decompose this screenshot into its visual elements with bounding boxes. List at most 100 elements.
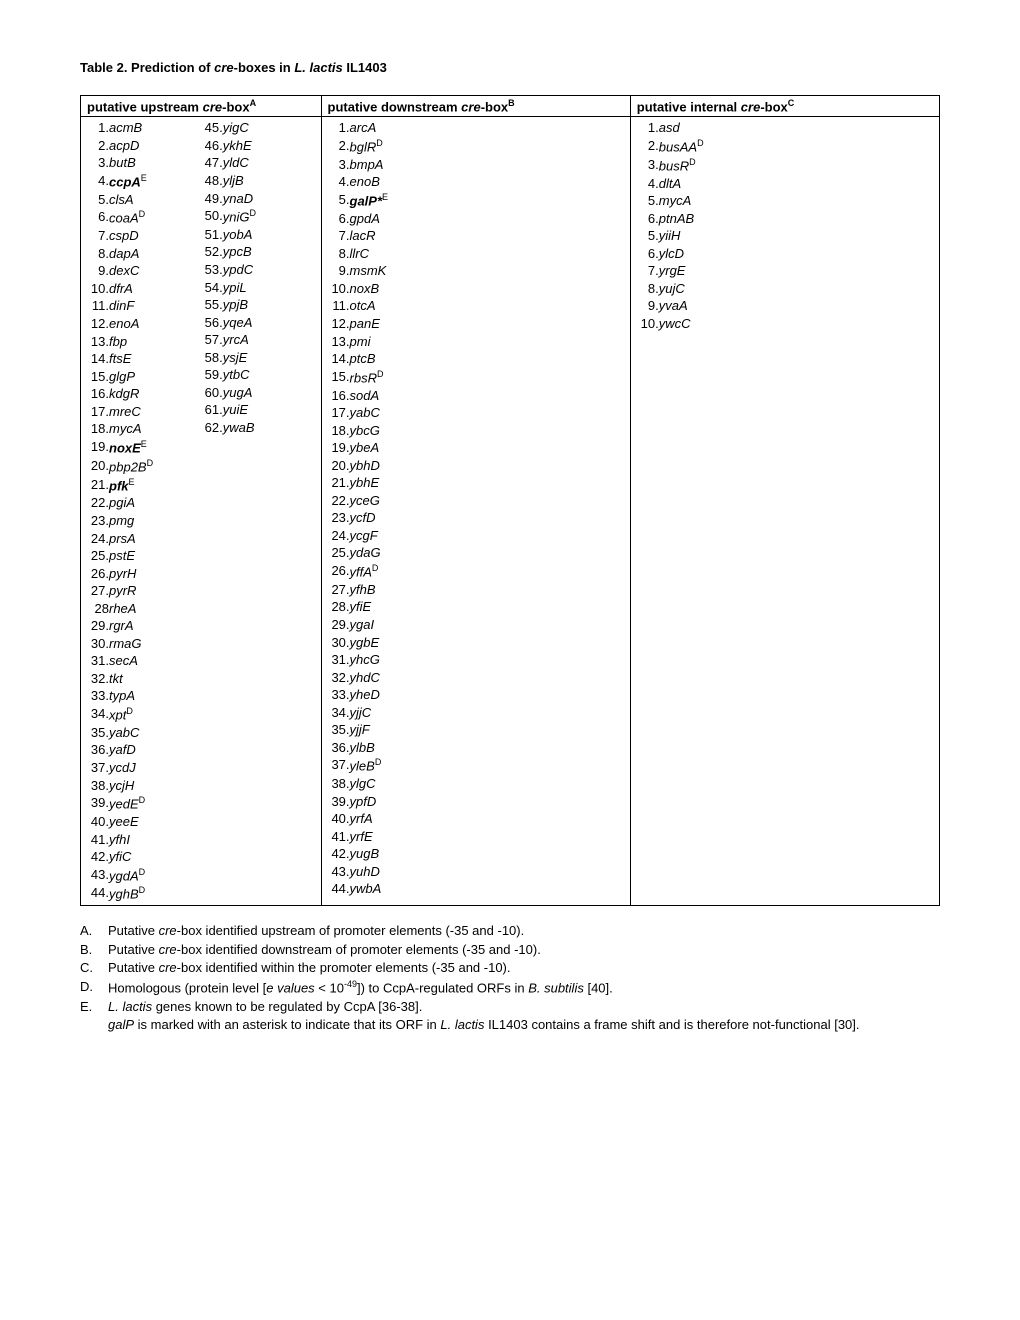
gene-row: 38.ylgC (328, 775, 624, 793)
gene-row: 46.ykhE (201, 137, 315, 155)
gene-row: 43.yuhD (328, 863, 624, 881)
gene-row: 5.mycA (637, 192, 933, 210)
gene-row: 59.ytbC (201, 366, 315, 384)
gene-row: 17.mreC (87, 403, 201, 421)
gene-row: 11.otcA (328, 297, 624, 315)
gene-row: 21.pfkE (87, 476, 201, 495)
gene-row: 21.ybhE (328, 474, 624, 492)
gene-row: 23.pmg (87, 512, 201, 530)
gene-row: 36.yafD (87, 741, 201, 759)
gene-row: 22.pgiA (87, 494, 201, 512)
gene-row: 24.ycgF (328, 527, 624, 545)
gene-row: 6.coaAD (87, 208, 201, 227)
gene-row: 47.yldC (201, 154, 315, 172)
gene-row: 16.kdgR (87, 385, 201, 403)
footnote-d: D. Homologous (protein level [e values <… (80, 978, 940, 997)
gene-row: 26.yffAD (328, 562, 624, 581)
gene-row: 61.yuiE (201, 401, 315, 419)
gene-row: 4.enoB (328, 173, 624, 191)
gene-row: 57.yrcA (201, 331, 315, 349)
gene-row: 3.butB (87, 154, 201, 172)
gene-row: 3.bmpA (328, 156, 624, 174)
gene-row: 44.yghBD (87, 884, 201, 903)
gene-row: 37.yleBD (328, 756, 624, 775)
gene-row: 45.yigC (201, 119, 315, 137)
footnote-b: B. Putative cre-box identified downstrea… (80, 941, 940, 959)
gene-row: 15.rbsRD (328, 368, 624, 387)
footnote-c: C. Putative cre-box identified within th… (80, 959, 940, 977)
gene-row: 35.yjjF (328, 721, 624, 739)
gene-row: 51.yobA (201, 226, 315, 244)
gene-row: 49.ynaD (201, 190, 315, 208)
gene-row: 33.yheD (328, 686, 624, 704)
gene-row: 20.pbp2BD (87, 457, 201, 476)
gene-row: 23.ycfD (328, 509, 624, 527)
gene-row: 30.ygbE (328, 634, 624, 652)
gene-row: 10.dfrA (87, 280, 201, 298)
gene-row: 18.ybcG (328, 422, 624, 440)
gene-row: 33.typA (87, 687, 201, 705)
gene-row: 32.tkt (87, 670, 201, 688)
gene-row: 40.yrfA (328, 810, 624, 828)
title-species: L. lactis (294, 60, 342, 75)
gene-row: 40.yeeE (87, 813, 201, 831)
gene-row: 34.xptD (87, 705, 201, 724)
gene-row: 41.yfhI (87, 831, 201, 849)
gene-row: 1.acmB (87, 119, 201, 137)
gene-row: 35.yabC (87, 724, 201, 742)
title-mid: -boxes in (234, 60, 295, 75)
gene-row: 27.yfhB (328, 581, 624, 599)
footnote-e: E. L. lactis genes known to be regulated… (80, 998, 940, 1016)
gene-row: 32.yhdC (328, 669, 624, 687)
gene-row: 26.pyrH (87, 565, 201, 583)
gene-row: 37.ycdJ (87, 759, 201, 777)
header-internal: putative internal cre-boxC (630, 96, 939, 117)
gene-row: 12.enoA (87, 315, 201, 333)
gene-row: 38.ycjH (87, 777, 201, 795)
gene-row: 28.yfiE (328, 598, 624, 616)
footnotes: A. Putative cre-box identified upstream … (80, 922, 940, 1034)
gene-row: 50.yniGD (201, 207, 315, 226)
gene-row: 9.dexC (87, 262, 201, 280)
footnote-a: A. Putative cre-box identified upstream … (80, 922, 940, 940)
gene-row: 17.yabC (328, 404, 624, 422)
gene-row: 14.ftsE (87, 350, 201, 368)
cell-upstream: 1.acmB2.acpD3.butB4.ccpAE5.clsA6.coaAD7.… (81, 117, 322, 906)
gene-row: 52.ypcB (201, 243, 315, 261)
gene-row: 25.pstE (87, 547, 201, 565)
gene-row: 13.pmi (328, 333, 624, 351)
gene-row: 11.dinF (87, 297, 201, 315)
title-prefix: Table 2. Prediction of (80, 60, 214, 75)
gene-row: 43.ygdAD (87, 866, 201, 885)
gene-row: 8.dapA (87, 245, 201, 263)
gene-row: 7.lacR (328, 227, 624, 245)
gene-row: 42.yfiC (87, 848, 201, 866)
gene-row: 18.mycA (87, 420, 201, 438)
gene-row: 25.ydaG (328, 544, 624, 562)
gene-row: 39.ypfD (328, 793, 624, 811)
cell-internal: 1.asd2.busAAD3.busRD4.dltA5.mycA6.ptnAB5… (630, 117, 939, 906)
title-cre: cre (214, 60, 234, 75)
gene-row: 1.asd (637, 119, 933, 137)
gene-row: 30.rmaG (87, 635, 201, 653)
gene-row: 58.ysjE (201, 349, 315, 367)
gene-row: 7.yrgE (637, 262, 933, 280)
gene-row: 4.dltA (637, 175, 933, 193)
gene-row: 9.msmK (328, 262, 624, 280)
gene-row: 56.yqeA (201, 314, 315, 332)
footnote-e-note: galP is marked with an asterisk to indic… (80, 1016, 940, 1034)
gene-row: 3.busRD (637, 156, 933, 175)
gene-row: 20.ybhD (328, 457, 624, 475)
gene-row: 22.yceG (328, 492, 624, 510)
gene-row: 48.yljB (201, 172, 315, 190)
header-upstream: putative upstream cre-boxA (81, 96, 322, 117)
gene-row: 31.secA (87, 652, 201, 670)
gene-row: 6.gpdA (328, 210, 624, 228)
gene-row: 4.ccpAE (87, 172, 201, 191)
gene-row: 24.prsA (87, 530, 201, 548)
gene-row: 15.glgP (87, 368, 201, 386)
gene-row: 31.yhcG (328, 651, 624, 669)
gene-row: 29.ygaI (328, 616, 624, 634)
gene-row: 34.yjjC (328, 704, 624, 722)
gene-row: 12.panE (328, 315, 624, 333)
